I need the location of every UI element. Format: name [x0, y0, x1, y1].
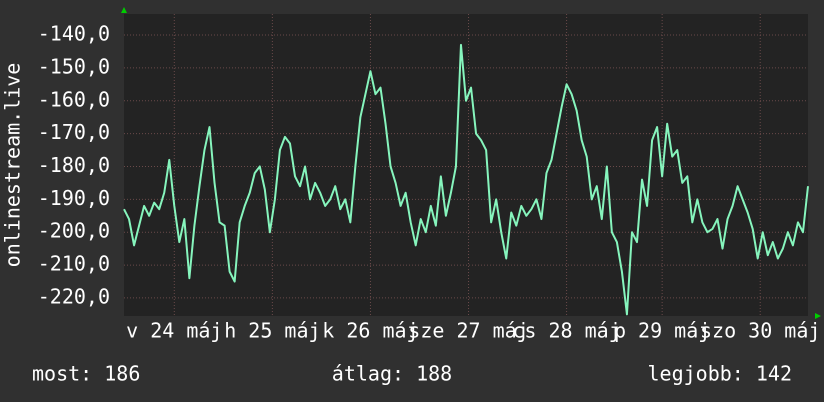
- arrow: [121, 7, 127, 13]
- x-tick-label: k 26 máj: [322, 319, 418, 343]
- y-tick-label: -150,0: [38, 54, 110, 78]
- arrow: [815, 313, 821, 319]
- y-tick-label: -140,0: [38, 22, 110, 46]
- legend-text: most: 186: [32, 362, 140, 386]
- x-tick-label: szo 30 máj: [700, 319, 820, 343]
- x-tick-label: cs 28 máj: [512, 319, 620, 343]
- y-tick-label: -160,0: [38, 87, 110, 111]
- y-tick-label: -170,0: [38, 120, 110, 144]
- y-tick-label: -210,0: [38, 252, 110, 276]
- plot-area: [124, 14, 808, 316]
- y-axis-label: onlinestream.live: [1, 63, 25, 268]
- x-tick-label: p 29 máj: [614, 319, 710, 343]
- x-tick-label: sze 27 máj: [408, 319, 528, 343]
- legend-text: legjobb: 142: [648, 362, 793, 386]
- data-line: [123, 43, 809, 316]
- y-tick-label: -200,0: [38, 219, 110, 243]
- x-tick-label: h 25 máj: [224, 319, 320, 343]
- x-tick-label: v 24 máj: [126, 319, 222, 343]
- legend-text: átlag: 188: [332, 362, 452, 386]
- y-tick-label: -220,0: [38, 284, 110, 308]
- y-tick-label: -180,0: [38, 153, 110, 177]
- y-tick-label: -190,0: [38, 186, 110, 210]
